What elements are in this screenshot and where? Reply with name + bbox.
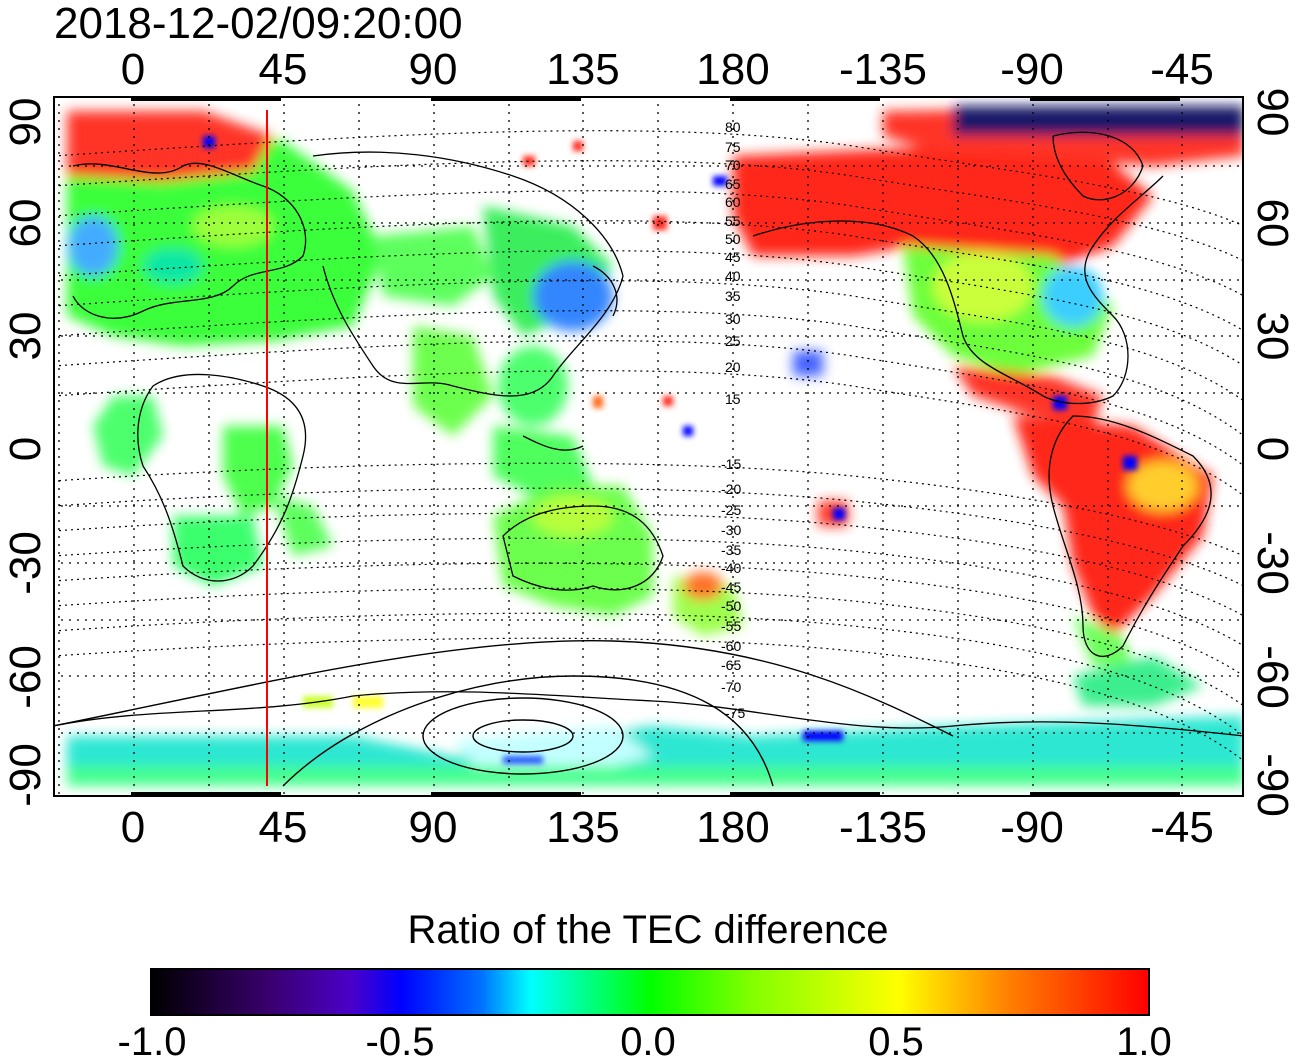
contour-label: -45 — [721, 579, 741, 595]
right-lat-tick: -30 — [1248, 531, 1296, 595]
frame-tick-bars — [131, 96, 1180, 797]
contour-label: 60 — [725, 194, 741, 210]
top-lon-tick: 45 — [258, 45, 308, 94]
colorbar-title: Ratio of the TEC difference — [407, 908, 889, 952]
contour-label: -70 — [721, 679, 741, 695]
colorbar-tick: -1.0 — [117, 1020, 187, 1064]
top-lon-tick: -45 — [1150, 45, 1214, 94]
contour-label: 40 — [725, 268, 741, 284]
bottom-lon-tick: 0 — [120, 803, 146, 852]
contour-label: -15 — [721, 456, 741, 472]
magnetic-latitude-contours — [53, 130, 1244, 762]
right-lat-tick: 90 — [1248, 87, 1296, 137]
contour-label: -30 — [721, 522, 741, 538]
right-lat-tick: -60 — [1248, 645, 1296, 709]
left-lat-tick: 60 — [1, 198, 50, 248]
contour-label: 20 — [725, 359, 741, 375]
contour-label: 70 — [725, 157, 741, 173]
top-lon-tick: -90 — [1000, 45, 1064, 94]
contour-label: 65 — [725, 176, 741, 192]
right-lat-tick: 30 — [1248, 311, 1296, 361]
tec-data-specks — [203, 136, 1137, 764]
contour-label: 25 — [725, 333, 741, 349]
colorbar-tick: -0.5 — [365, 1020, 435, 1064]
right-lat-tick: 60 — [1248, 198, 1296, 248]
contour-label: 15 — [725, 391, 741, 407]
contour-label: 45 — [725, 249, 741, 265]
colorbar-tick: 0.0 — [620, 1020, 676, 1064]
top-lon-tick: 180 — [696, 45, 770, 94]
left-lat-tick: 90 — [1, 97, 50, 147]
contour-label: 50 — [725, 231, 741, 247]
left-lat-tick: 0 — [1, 436, 50, 462]
contour-label: 75 — [725, 139, 741, 155]
left-lat-tick: 30 — [1, 311, 50, 361]
contour-label: 35 — [725, 288, 741, 304]
map-title: 2018-12-02/09:20:00 — [54, 0, 463, 48]
contour-label: -55 — [721, 618, 741, 634]
right-lat-tick: -90 — [1248, 753, 1296, 817]
colorbar-tick: 0.5 — [868, 1020, 924, 1064]
contour-label: -25 — [721, 502, 741, 518]
tec-data-layer — [67, 106, 1244, 786]
contour-label: -40 — [721, 560, 741, 576]
coastlines — [53, 131, 1244, 737]
contour-label: 80 — [725, 119, 741, 135]
colorbar — [150, 968, 1150, 1016]
top-lon-tick: 0 — [120, 45, 146, 94]
left-lat-tick: -90 — [1, 743, 50, 807]
contour-label: -20 — [721, 481, 741, 497]
bottom-lon-tick: 45 — [258, 803, 308, 852]
contour-label: -60 — [721, 638, 741, 654]
bottom-lon-tick: 180 — [696, 803, 770, 852]
bottom-lon-tick: -135 — [838, 803, 928, 852]
tec-map: 80 75 70 65 60 55 50 45 40 35 30 25 20 1… — [53, 96, 1244, 797]
contour-label: 55 — [725, 213, 741, 229]
contour-label: -35 — [721, 542, 741, 558]
bottom-lon-tick: 135 — [546, 803, 620, 852]
right-lat-tick: 0 — [1248, 436, 1296, 462]
colorbar-tick: 1.0 — [1116, 1020, 1172, 1064]
contour-label: -50 — [721, 598, 741, 614]
contour-label: -75 — [725, 705, 745, 721]
left-lat-tick: -60 — [1, 645, 50, 709]
bottom-lon-tick: -45 — [1150, 803, 1214, 852]
top-lon-tick: 135 — [546, 45, 620, 94]
bottom-lon-tick: 90 — [408, 803, 458, 852]
bottom-lon-tick: -90 — [1000, 803, 1064, 852]
contour-label: -65 — [721, 657, 741, 673]
southern-solid-contours — [53, 639, 954, 787]
contour-labels: 80 75 70 65 60 55 50 45 40 35 30 25 20 1… — [721, 119, 745, 721]
contour-label: 30 — [725, 311, 741, 327]
top-lon-tick: 90 — [408, 45, 458, 94]
left-lat-tick: -30 — [1, 531, 50, 595]
top-lon-tick: -135 — [838, 45, 928, 94]
